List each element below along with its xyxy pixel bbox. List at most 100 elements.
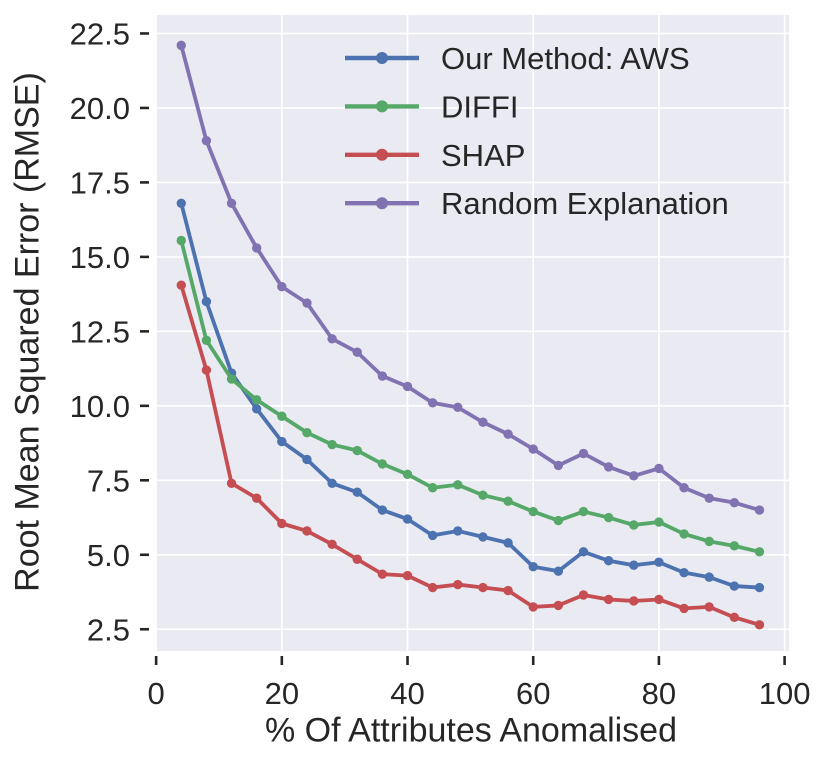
series-marker-our-method-aws — [453, 526, 463, 536]
series-marker-diffi — [528, 506, 538, 517]
series-marker-our-method-aws — [629, 560, 639, 570]
series-marker-our-method-aws — [277, 436, 287, 447]
series-marker-random-explanation — [352, 347, 362, 357]
legend-label: DIFFI — [441, 89, 519, 124]
series-marker-our-method-aws — [729, 581, 740, 591]
series-marker-random-explanation — [679, 483, 689, 493]
series-marker-shap — [478, 582, 488, 593]
y-tick-label: 22.5 — [70, 16, 130, 51]
y-tick-label: 12.5 — [70, 314, 130, 349]
series-marker-diffi — [629, 520, 639, 530]
series-marker-random-explanation — [277, 281, 287, 292]
series-marker-random-explanation — [629, 471, 639, 481]
series-marker-diffi — [201, 335, 212, 345]
series-marker-shap — [377, 569, 388, 579]
y-tick-label: 15.0 — [70, 240, 130, 275]
legend-item-diffi: DIFFI — [345, 89, 519, 124]
series-marker-shap — [603, 594, 614, 605]
series-marker-our-method-aws — [654, 557, 664, 567]
legend-item-shap: SHAP — [345, 138, 525, 173]
series-marker-diffi — [427, 483, 438, 493]
series-marker-random-explanation — [402, 381, 413, 392]
series-marker-diffi — [352, 445, 362, 456]
series-marker-random-explanation — [226, 198, 237, 208]
series-marker-random-explanation — [478, 417, 488, 427]
series-marker-our-method-aws — [302, 454, 312, 465]
series-marker-diffi — [603, 512, 614, 523]
series-marker-our-method-aws — [251, 404, 262, 414]
series-marker-our-method-aws — [427, 530, 438, 541]
y-axis: 2.5 5.0 7.5 10.0 12.5 15.0 17.5 20.0 22.5 — [70, 16, 149, 647]
series-marker-random-explanation — [427, 398, 438, 408]
series-marker-our-method-aws — [377, 505, 388, 515]
series-marker-shap — [251, 493, 262, 503]
series-marker-our-method-aws — [478, 532, 488, 542]
series-marker-random-explanation — [528, 444, 538, 454]
series-marker-shap — [402, 570, 413, 581]
series-marker-random-explanation — [251, 243, 262, 253]
series-marker-our-method-aws — [578, 547, 589, 557]
series-marker-diffi — [478, 490, 488, 500]
series-marker-our-method-aws — [201, 296, 212, 307]
x-axis: 0 20 40 60 80 100 — [148, 656, 811, 711]
y-tick-label: 5.0 — [87, 538, 130, 573]
series-marker-our-method-aws — [503, 538, 513, 548]
series-marker-shap — [352, 554, 362, 564]
series-marker-our-method-aws — [402, 514, 413, 524]
series-marker-our-method-aws — [553, 566, 564, 576]
series-marker-random-explanation — [754, 505, 765, 515]
series-marker-random-explanation — [578, 448, 589, 459]
series-marker-shap — [528, 602, 538, 612]
series-marker-diffi — [729, 541, 740, 551]
series-marker-shap — [453, 579, 463, 590]
series-marker-random-explanation — [201, 136, 212, 146]
y-tick-label: 10.0 — [70, 389, 130, 424]
series-marker-random-explanation — [302, 298, 312, 308]
series-marker-random-explanation — [327, 334, 337, 344]
series-marker-shap — [302, 526, 312, 536]
series-marker-our-method-aws — [679, 567, 689, 578]
series-marker-shap — [704, 602, 714, 612]
series-marker-diffi — [377, 459, 388, 469]
series-marker-diffi — [402, 469, 413, 480]
legend-marker — [376, 52, 388, 64]
series-marker-random-explanation — [553, 460, 564, 471]
series-marker-shap — [654, 594, 664, 605]
series-marker-shap — [277, 518, 287, 529]
plot-area — [155, 15, 789, 651]
series-marker-shap — [176, 280, 186, 290]
grid — [155, 15, 789, 651]
series-marker-random-explanation — [503, 429, 513, 439]
legend-item-our-method-aws: Our Method: AWS — [345, 41, 690, 76]
x-tick-label: 0 — [148, 676, 165, 711]
series-marker-shap — [729, 612, 740, 623]
series-marker-diffi — [704, 536, 714, 547]
series-marker-shap — [578, 590, 589, 600]
x-axis-label: % Of Attributes Anomalised — [265, 711, 677, 750]
series-marker-random-explanation — [729, 497, 740, 508]
x-tick-label: 60 — [516, 676, 550, 711]
series-marker-shap — [629, 596, 639, 606]
series-marker-random-explanation — [654, 463, 664, 474]
series-marker-diffi — [277, 411, 287, 421]
series-marker-diffi — [679, 529, 689, 539]
series-marker-shap — [427, 582, 438, 593]
y-axis-label: Root Mean Squared Error (RMSE) — [8, 72, 47, 592]
series-marker-diffi — [578, 506, 589, 517]
series-marker-diffi — [754, 547, 765, 557]
series-marker-shap — [553, 600, 564, 611]
series-random-explanation — [176, 40, 765, 515]
series-marker-diffi — [503, 496, 513, 506]
legend-marker — [376, 100, 388, 113]
series-marker-shap — [679, 603, 689, 614]
y-tick-label: 2.5 — [87, 612, 130, 647]
series-marker-random-explanation — [603, 462, 614, 472]
series-marker-shap — [201, 365, 212, 375]
series-marker-diffi — [251, 395, 262, 405]
series-marker-random-explanation — [704, 493, 714, 503]
x-tick-label: 100 — [759, 676, 811, 711]
series-marker-diffi — [226, 374, 237, 384]
x-tick-label: 20 — [265, 676, 299, 711]
